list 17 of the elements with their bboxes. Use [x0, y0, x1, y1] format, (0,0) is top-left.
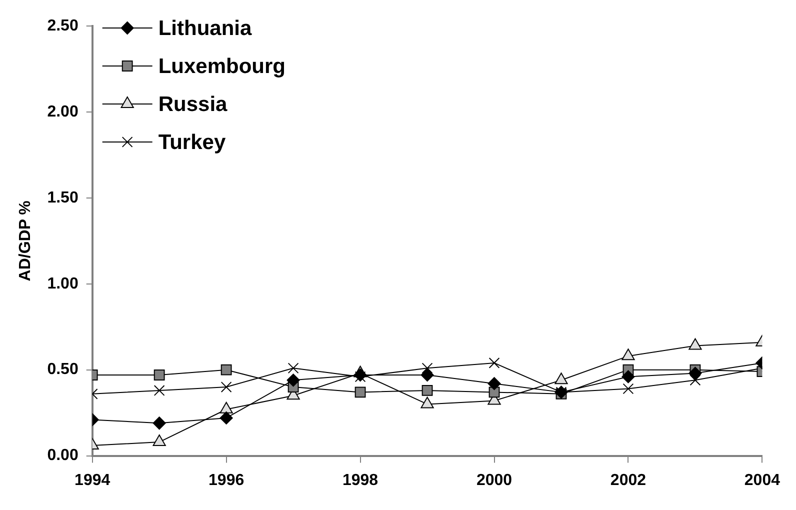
x-tick-label: 1998: [342, 472, 378, 489]
y-tick-label: 1.00: [47, 275, 78, 292]
x-tick-label: 1996: [208, 472, 244, 489]
x-tick-label: 2000: [476, 472, 512, 489]
legend-label: Lithuania: [158, 16, 252, 40]
y-tick-label: 1.50: [47, 189, 78, 206]
y-axis-title: AD/GDP %: [17, 200, 34, 282]
x-tick-label: 1994: [74, 472, 110, 489]
y-tick-label: 0.50: [47, 361, 78, 378]
x-tick-label: 2002: [610, 472, 646, 489]
y-tick-label: 0.00: [47, 447, 78, 464]
x-tick-label: 2004: [744, 472, 780, 489]
y-tick-label: 2.00: [47, 103, 78, 120]
legend-label: Turkey: [158, 130, 226, 154]
legend-label: Russia: [158, 92, 228, 116]
legend-label: Luxembourg: [158, 54, 286, 78]
y-tick-label: 2.50: [47, 17, 78, 34]
